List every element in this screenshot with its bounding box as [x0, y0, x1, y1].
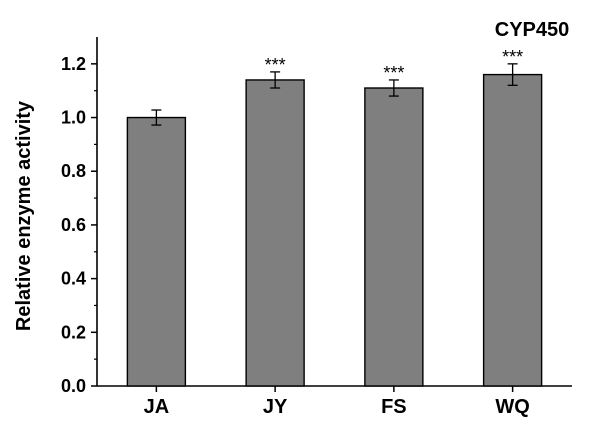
bar — [364, 87, 424, 387]
bars: *** *** *** — [126, 47, 543, 387]
significance-label: *** — [383, 63, 404, 83]
y-axis-label: Relative enzyme activity — [13, 100, 35, 331]
y-tick-label: 0.6 — [61, 215, 86, 235]
bar — [245, 79, 305, 387]
y-tick-label: 0.0 — [61, 376, 86, 396]
y-tick-label: 0.2 — [61, 322, 86, 342]
y-tick-label: 1.0 — [61, 108, 86, 128]
significance-label: *** — [265, 55, 286, 75]
bar — [126, 116, 187, 387]
y-tick-label: 1.2 — [61, 54, 86, 74]
y-tick-label: 0.4 — [61, 269, 86, 289]
bar — [482, 73, 543, 387]
chart-title: CYP450 — [495, 19, 570, 41]
x-tick-label: FS — [381, 396, 407, 418]
x-tick-label: WQ — [495, 396, 529, 418]
significance-label: *** — [502, 47, 523, 67]
x-tick-label: JA — [144, 396, 170, 418]
x-tick-label: JY — [263, 396, 288, 418]
y-tick-label: 0.8 — [61, 161, 86, 181]
